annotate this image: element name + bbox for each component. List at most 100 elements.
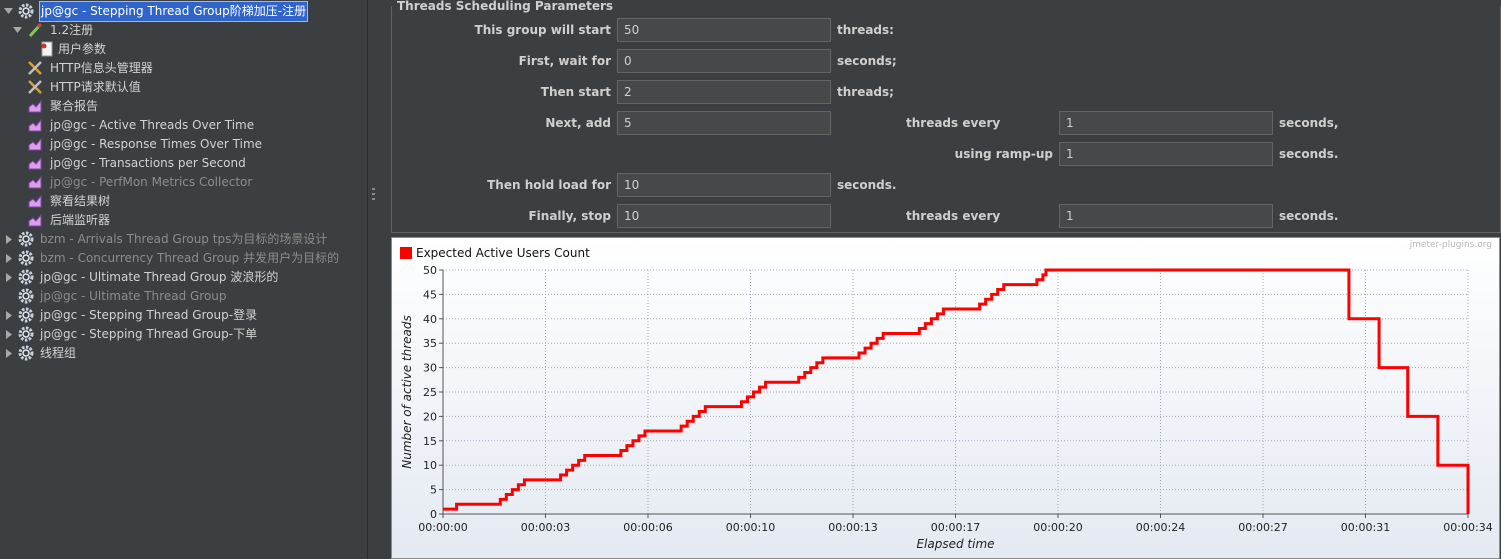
gear-icon <box>18 288 34 304</box>
y-tick-label: 20 <box>423 410 437 423</box>
node-icon <box>28 99 42 113</box>
field-unit: threads: <box>837 23 894 37</box>
arrow <box>6 235 12 244</box>
gear-icon <box>18 250 34 266</box>
graph-icon <box>28 175 42 189</box>
tree-item[interactable]: jp@gc - Stepping Thread Group阶梯加压-注册 <box>0 1 367 22</box>
node-icon <box>18 3 34 19</box>
scheduling-panel: This group will start 50 threads: First, wa… <box>391 6 1501 233</box>
node-icon <box>18 250 34 266</box>
node-label: bzm - Arrivals Thread Group tps为目标的场景设计 <box>40 232 328 246</box>
node-icon <box>28 213 42 227</box>
text-field[interactable]: 50 <box>617 18 831 42</box>
expand-arrow[interactable] <box>4 344 14 363</box>
text-field[interactable]: 1 <box>1059 111 1273 135</box>
splitter-grip <box>372 193 375 195</box>
expand-arrow[interactable] <box>4 249 14 268</box>
chart: jmeter-plugins.org 0 5 10 15 20 25 30 35 40 45 50 00… <box>391 237 1500 559</box>
text-field[interactable]: 10 <box>617 204 831 228</box>
node-label: jp@gc - Active Threads Over Time <box>50 118 255 132</box>
gear-hub <box>22 311 30 319</box>
field-unit: seconds, <box>1279 116 1339 130</box>
series-line <box>443 268 1470 514</box>
text-field[interactable]: 5 <box>617 111 831 135</box>
tree-item: bzm - Concurrency Thread Group 并发用户为目标的 <box>0 249 367 268</box>
y-tick-label: 30 <box>423 362 437 375</box>
node-icon <box>18 231 34 247</box>
expand-arrow[interactable] <box>4 2 14 21</box>
tree-item: 线程组 <box>0 344 367 363</box>
node-label: jp@gc - Stepping Thread Group-登录 <box>40 308 258 322</box>
field-unit: seconds. <box>1279 147 1339 161</box>
text-field[interactable]: 1 <box>1059 142 1273 166</box>
y-tick-label: 50 <box>423 264 437 277</box>
arrow <box>6 349 12 358</box>
text-field[interactable]: 10 <box>617 173 831 197</box>
expand-arrow[interactable] <box>13 21 23 40</box>
x-axis-title: Elapsed time <box>916 537 994 551</box>
expand-arrow[interactable] <box>4 268 14 287</box>
x-tick-label: 00:00:13 <box>828 521 877 534</box>
wrench-icon-2 <box>28 61 42 75</box>
tree-item: HTTP信息头管理器 <box>0 59 367 78</box>
node-icon <box>28 61 42 75</box>
chart-background <box>391 237 1500 559</box>
graph-icon <box>28 99 42 113</box>
gear-icon <box>18 307 34 323</box>
field-label: Then start <box>540 85 611 99</box>
graph-icon <box>28 137 42 151</box>
node-icon <box>28 175 42 189</box>
arrow <box>6 330 12 339</box>
y-tick-label: 45 <box>423 288 437 301</box>
field-label: Finally, stop <box>528 209 611 223</box>
expand-arrow[interactable] <box>4 230 14 249</box>
x-tick-label: 00:00:06 <box>623 521 672 534</box>
field-label: using ramp-up <box>954 147 1053 161</box>
tree-item: jp@gc - Active Threads Over Time <box>0 116 367 135</box>
field-label: Next, add <box>545 116 611 130</box>
y-tick-label: 5 <box>430 484 437 497</box>
gear-hub <box>22 254 30 262</box>
text-field[interactable]: 2 <box>617 80 831 104</box>
tree-item: HTTP请求默认值 <box>0 78 367 97</box>
gear-hub <box>22 349 30 357</box>
x-tick-label: 00:00:17 <box>931 521 980 534</box>
node-label: jp@gc - Transactions per Second <box>50 156 246 170</box>
tree-item: jp@gc - Stepping Thread Group-登录 <box>0 306 367 325</box>
expand-arrow[interactable] <box>4 325 14 344</box>
x-tick-label: 00:00:34 <box>1443 521 1492 534</box>
node-icon <box>18 269 34 285</box>
field-label: threads every <box>906 209 1001 223</box>
node-label: HTTP请求默认值 <box>50 80 141 94</box>
x-tick-label: 00:00:27 <box>1238 521 1287 534</box>
graph-icon <box>28 118 42 132</box>
gear-icon <box>18 345 34 361</box>
node-label: bzm - Concurrency Thread Group 并发用户为目标的 <box>40 251 340 265</box>
gear-icon <box>18 231 34 247</box>
splitter[interactable] <box>367 0 379 559</box>
doc-icon <box>41 41 53 57</box>
node-icon <box>28 194 42 208</box>
tree-item: jp@gc - Stepping Thread Group-下单 <box>0 325 367 344</box>
arrow <box>4 8 13 14</box>
arrow <box>6 254 12 263</box>
node-label: 用户参数 <box>58 42 107 56</box>
text-field[interactable]: 0 <box>617 49 831 73</box>
node-label: jp@gc - Stepping Thread Group阶梯加压-注册 <box>38 1 309 22</box>
text-field[interactable]: 1 <box>1059 204 1273 228</box>
legend-label: Expected Active Users Count <box>416 246 590 260</box>
field-unit: seconds. <box>1279 209 1339 223</box>
arrow <box>6 311 12 320</box>
node-icon <box>28 80 42 94</box>
node-label: HTTP信息头管理器 <box>50 61 153 75</box>
pencil-tip <box>36 22 43 29</box>
y-tick-label: 35 <box>423 337 437 350</box>
y-axis-title: Number of active threads <box>400 315 414 469</box>
node-label: 后端监听器 <box>50 213 111 227</box>
expand-arrow[interactable] <box>4 306 14 325</box>
x-tick-label: 00:00:03 <box>521 521 570 534</box>
y-tick-label: 15 <box>423 435 437 448</box>
test-plan-tree: jp@gc - Stepping Thread Group阶梯加压-注册 1.2注… <box>0 0 367 559</box>
tree-item: 聚合报告 <box>0 97 367 116</box>
gear-hub <box>22 330 30 338</box>
